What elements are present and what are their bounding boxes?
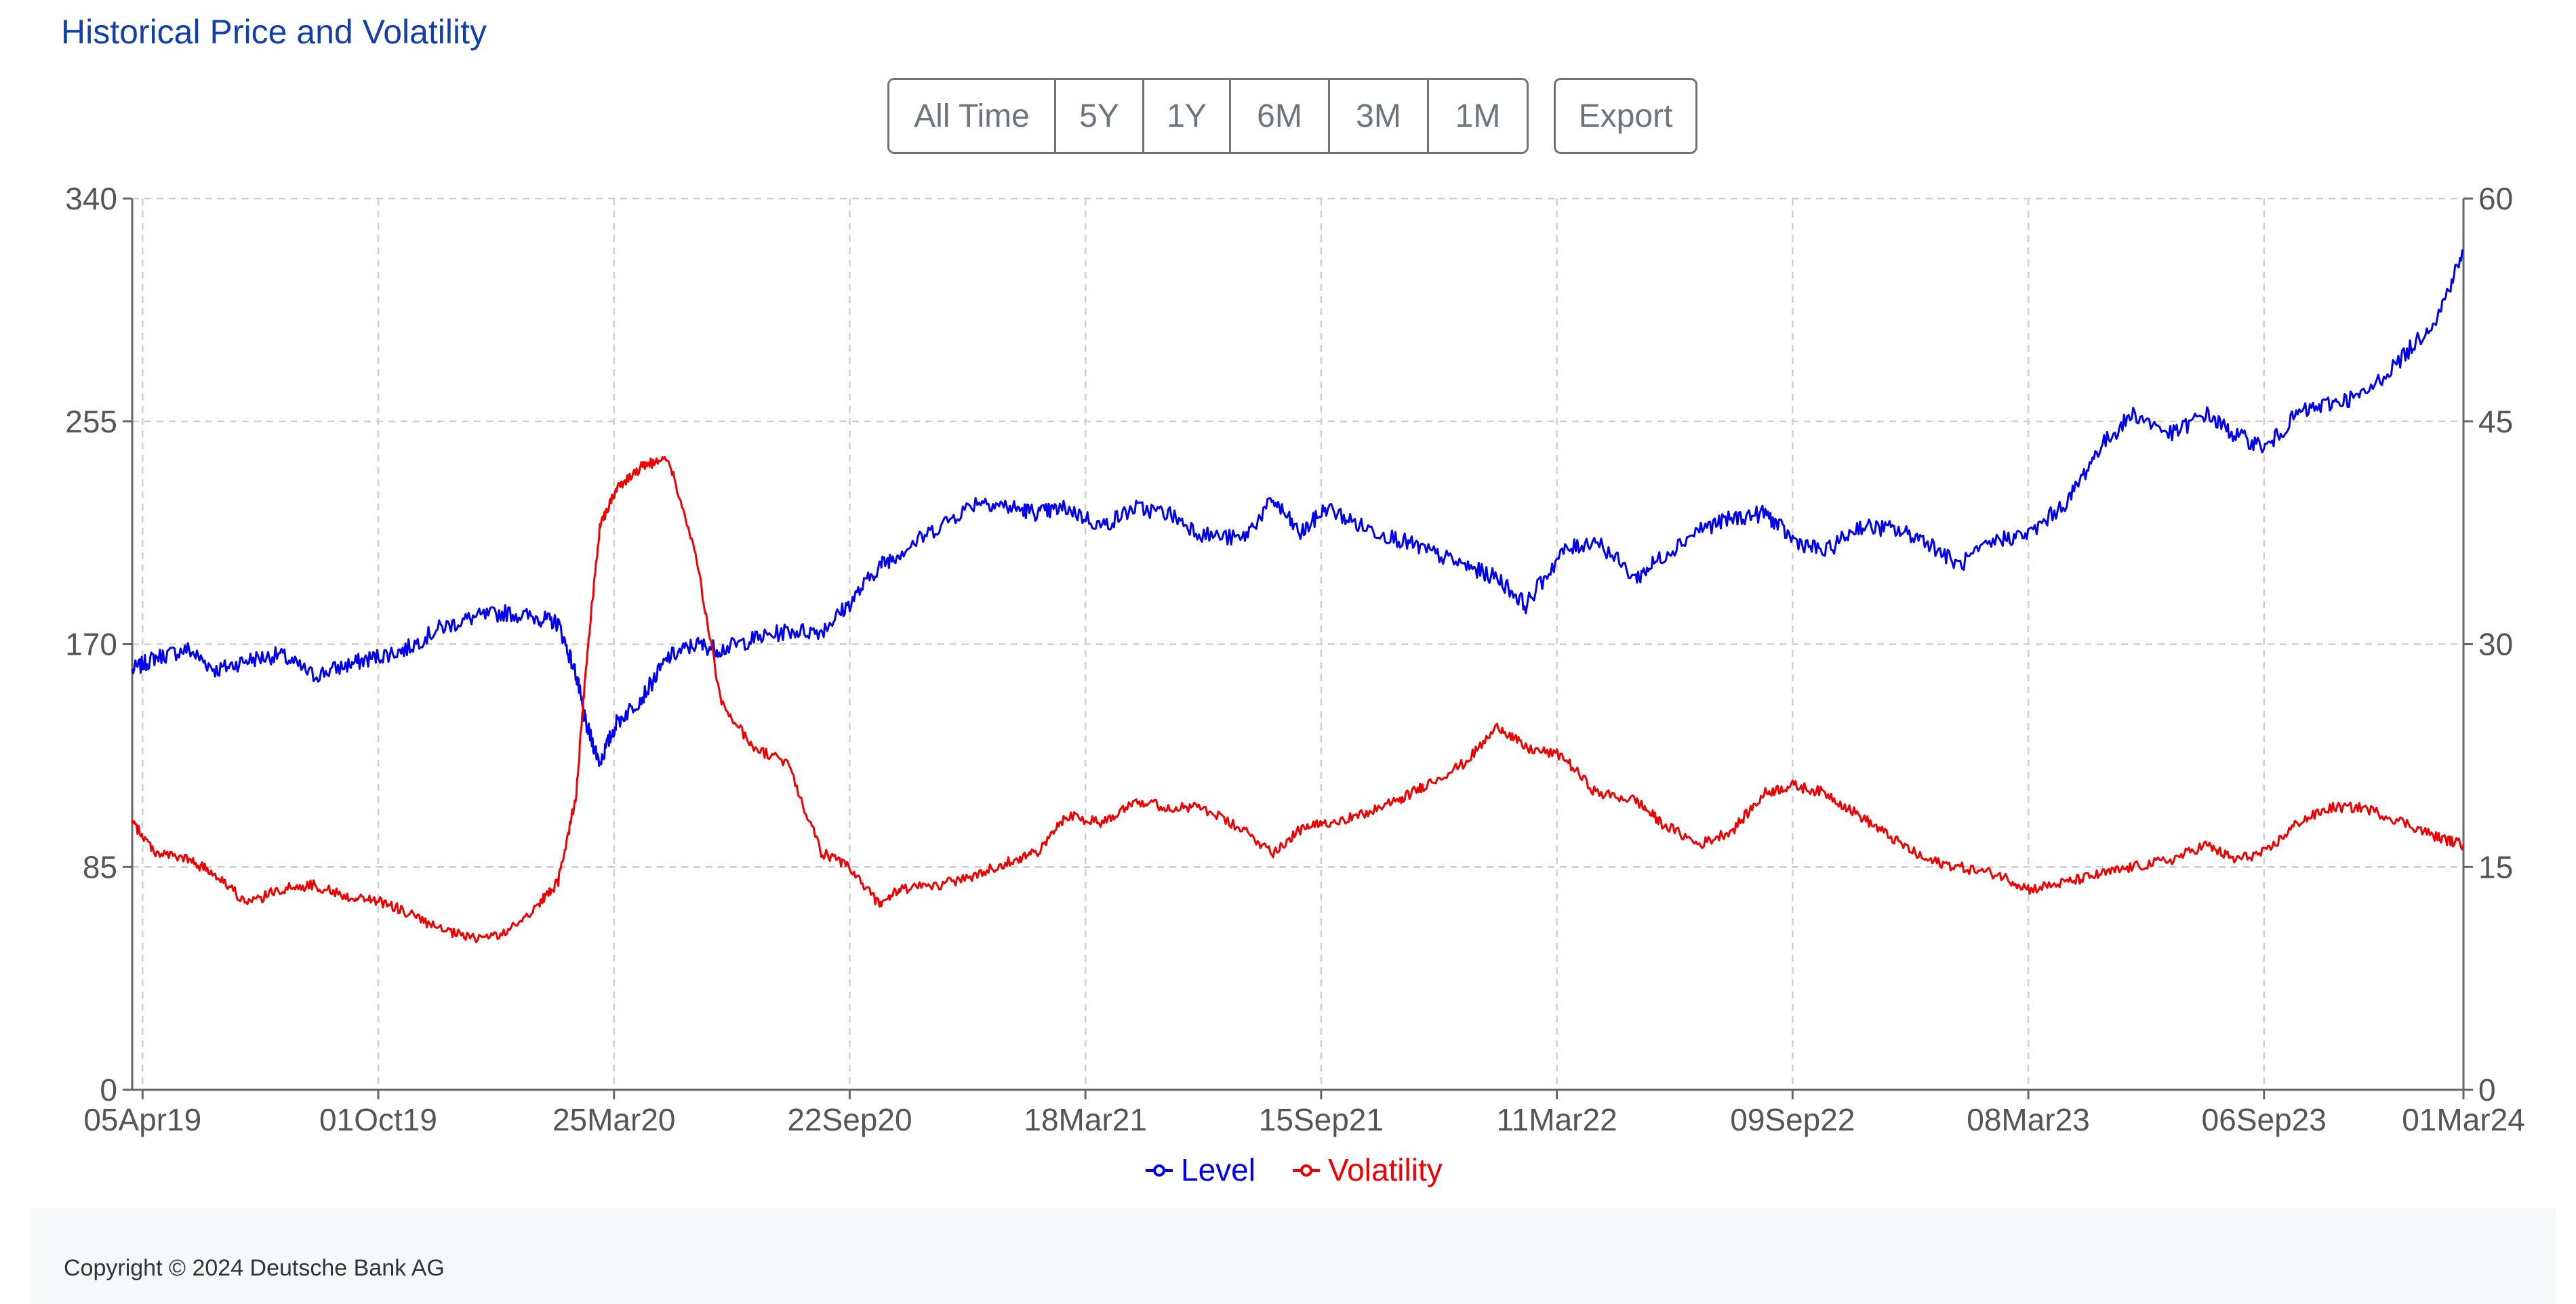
y-left-tick-label: 340 — [65, 181, 117, 216]
range-3m-button[interactable]: 3M — [1330, 80, 1429, 152]
x-tick-label: 18Mar21 — [1024, 1102, 1147, 1137]
axes — [131, 199, 2465, 1091]
y-left-tick-label: 85 — [83, 849, 117, 884]
x-tick-label: 15Sep21 — [1259, 1102, 1384, 1137]
legend-marker — [1300, 1164, 1312, 1177]
legend-item-volatility[interactable]: Volatility — [1293, 1152, 1443, 1187]
range-6m-button[interactable]: 6M — [1231, 80, 1330, 152]
range-all-time-button[interactable]: All Time — [889, 80, 1056, 152]
price-volatility-chart: 0 85 170 255 340 0 15 30 45 60 05Apr19 01Oct19 25Mar… — [65, 181, 2525, 1187]
y-left-tick-label: 170 — [65, 627, 117, 662]
x-tick-label: 11Mar22 — [1497, 1102, 1617, 1137]
footer: Copyright © 2024 Deutsche Bank AG — [31, 1208, 2556, 1304]
y-left-tick-label: 0 — [100, 1072, 117, 1107]
y-right-tick-label: 30 — [2478, 627, 2513, 662]
y-right-tick-label: 60 — [2478, 181, 2513, 216]
range-1m-button[interactable]: 1M — [1429, 80, 1527, 152]
x-tick-label: 06Sep23 — [2202, 1102, 2327, 1137]
legend-item-level[interactable]: Level — [1146, 1152, 1255, 1187]
x-tick-label: 08Mar23 — [1967, 1102, 2090, 1137]
range-5y-button[interactable]: 5Y — [1056, 80, 1144, 152]
tick-labels: 0 85 170 255 340 0 15 30 45 60 05Apr19 01Oct19 25Mar… — [65, 181, 2525, 1137]
y-right-tick-label: 15 — [2478, 849, 2513, 884]
grid — [123, 197, 2473, 1099]
x-tick-label: 09Sep22 — [1730, 1102, 1855, 1137]
legend-marker — [1153, 1164, 1165, 1177]
legend: Level Volatility — [1146, 1152, 1443, 1187]
series-line-volatility — [131, 455, 2465, 943]
y-left-tick-label: 255 — [65, 404, 117, 439]
x-tick-label: 01Mar24 — [2402, 1102, 2525, 1137]
x-tick-label: 25Mar20 — [552, 1102, 676, 1137]
export-button[interactable]: Export — [1554, 78, 1697, 154]
legend-label: Level — [1181, 1152, 1255, 1187]
x-tick-label: 01Oct19 — [319, 1102, 437, 1137]
page-title: Historical Price and Volatility — [61, 13, 487, 51]
y-right-tick-label: 45 — [2478, 404, 2513, 439]
series-lines — [131, 249, 2465, 943]
x-tick-label: 22Sep20 — [787, 1102, 912, 1137]
x-tick-label: 05Apr19 — [83, 1102, 201, 1137]
range-1y-button[interactable]: 1Y — [1144, 80, 1231, 152]
legend-label: Volatility — [1328, 1152, 1443, 1187]
range-selector: All Time 5Y 1Y 6M 3M 1M — [887, 78, 1529, 154]
copyright-text: Copyright © 2024 Deutsche Bank AG — [64, 1255, 445, 1281]
y-right-tick-label: 0 — [2478, 1072, 2496, 1107]
series-line-level — [131, 249, 2464, 767]
